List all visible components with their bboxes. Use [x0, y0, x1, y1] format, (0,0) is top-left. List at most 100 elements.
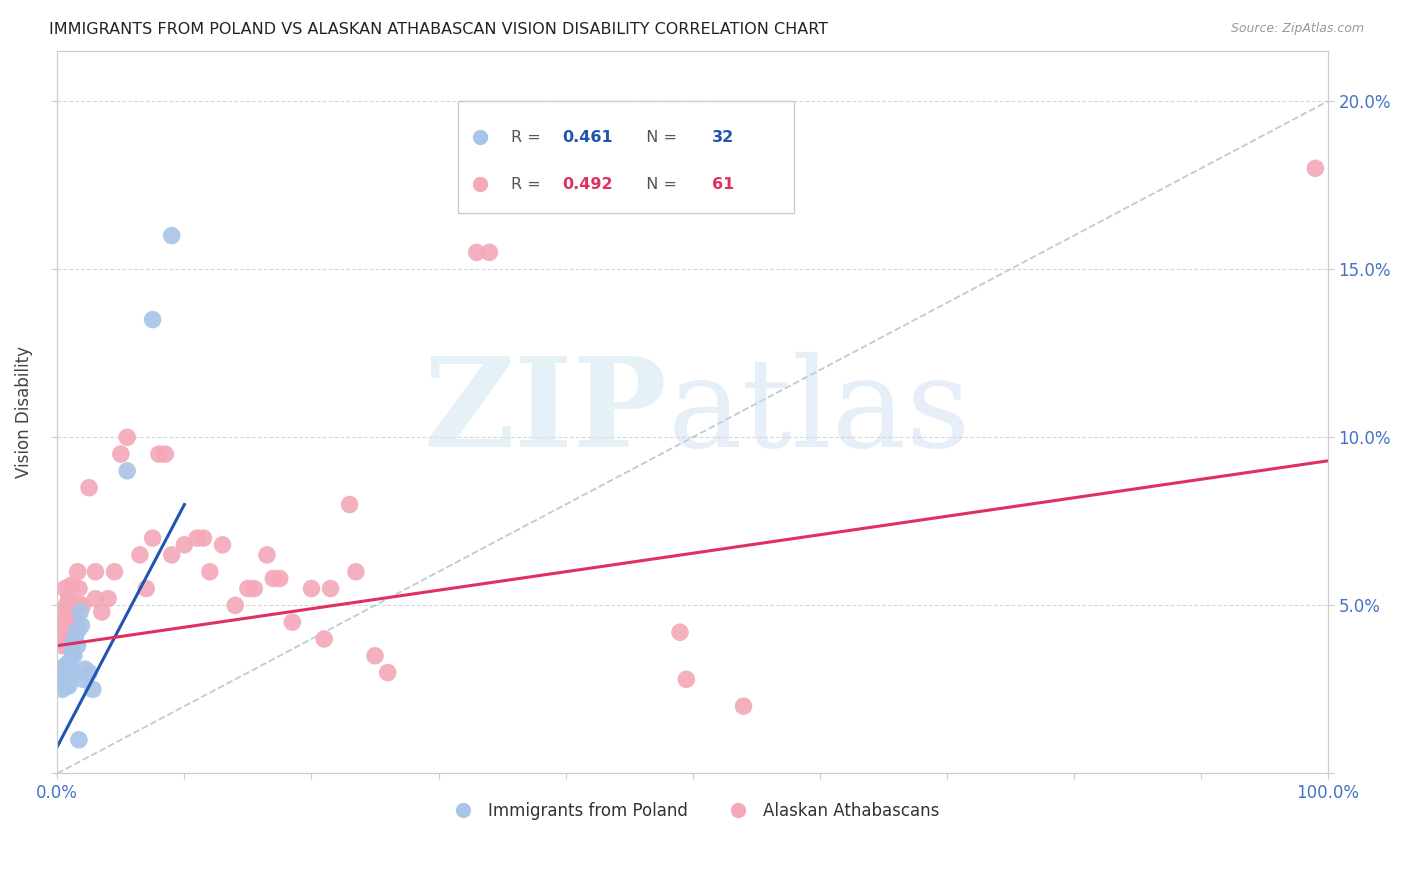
Point: [56, 673, 79, 687]
Point: [281, 615, 304, 629]
Point: [84, 591, 107, 606]
Text: R =: R =: [510, 130, 546, 145]
Point: [103, 565, 125, 579]
Point: [148, 447, 170, 461]
Point: [186, 531, 208, 545]
Point: [59, 605, 82, 619]
Point: [58, 656, 80, 670]
Point: [58, 618, 80, 632]
FancyBboxPatch shape: [457, 102, 794, 213]
Point: [59, 658, 82, 673]
Point: [52, 665, 75, 680]
Point: [52, 625, 75, 640]
Point: [56, 639, 79, 653]
Point: [155, 447, 177, 461]
Point: [465, 245, 488, 260]
Point: [160, 228, 183, 243]
Text: IMMIGRANTS FROM POLAND VS ALASKAN ATHABASCAN VISION DISABILITY CORRELATION CHART: IMMIGRANTS FROM POLAND VS ALASKAN ATHABA…: [49, 22, 828, 37]
Point: [65, 625, 87, 640]
Point: [301, 582, 323, 596]
Point: [55, 599, 77, 613]
Point: [59, 669, 82, 683]
Point: [142, 312, 165, 326]
Point: [173, 538, 195, 552]
Point: [142, 531, 165, 545]
Point: [77, 665, 100, 680]
Point: [63, 615, 86, 629]
Text: atlas: atlas: [668, 351, 970, 473]
Point: [314, 632, 336, 646]
Point: [70, 618, 93, 632]
Point: [65, 625, 87, 640]
Point: [115, 430, 138, 444]
Text: Source: ZipAtlas.com: Source: ZipAtlas.com: [1230, 22, 1364, 36]
Point: [67, 582, 90, 596]
Point: [198, 565, 221, 579]
Point: [262, 571, 284, 585]
Point: [364, 648, 387, 663]
Point: [193, 531, 215, 545]
Point: [72, 673, 94, 687]
Point: [669, 625, 692, 640]
Point: [63, 605, 86, 619]
Point: [160, 548, 183, 562]
Point: [56, 612, 79, 626]
Point: [63, 648, 86, 663]
Point: [344, 565, 367, 579]
Point: [67, 622, 90, 636]
Point: [1305, 161, 1327, 176]
Point: [53, 615, 76, 629]
Point: [129, 548, 152, 562]
Point: [51, 682, 73, 697]
Point: [339, 498, 361, 512]
Point: [69, 599, 91, 613]
Point: [60, 639, 83, 653]
Point: [224, 599, 246, 613]
Text: N =: N =: [636, 130, 682, 145]
Point: [256, 548, 278, 562]
Point: [62, 645, 84, 659]
Legend: Immigrants from Poland, Alaskan Athabascans: Immigrants from Poland, Alaskan Athabasc…: [440, 795, 946, 827]
Point: [53, 582, 76, 596]
Text: 32: 32: [711, 130, 734, 145]
Y-axis label: Vision Disability: Vision Disability: [15, 346, 32, 478]
Point: [49, 618, 72, 632]
Point: [243, 582, 266, 596]
Point: [52, 675, 75, 690]
Point: [67, 732, 90, 747]
Point: [236, 582, 259, 596]
Point: [675, 673, 697, 687]
Point: [51, 673, 73, 687]
Point: [72, 599, 94, 613]
Text: ZIP: ZIP: [423, 351, 668, 473]
Point: [63, 632, 86, 646]
Point: [75, 662, 97, 676]
Point: [66, 565, 89, 579]
Point: [84, 565, 107, 579]
Point: [53, 669, 76, 683]
Point: [53, 658, 76, 673]
Point: [90, 605, 112, 619]
Point: [66, 639, 89, 653]
Point: [319, 582, 342, 596]
Point: [52, 605, 75, 619]
Point: [478, 245, 501, 260]
Point: [377, 665, 399, 680]
Text: 0.461: 0.461: [562, 130, 613, 145]
Point: [733, 699, 755, 714]
Point: [55, 632, 77, 646]
Point: [269, 571, 291, 585]
Point: [51, 639, 73, 653]
Point: [97, 591, 120, 606]
Point: [110, 447, 132, 461]
Text: R =: R =: [510, 177, 546, 192]
Point: [58, 679, 80, 693]
Point: [77, 481, 100, 495]
Point: [59, 632, 82, 646]
Point: [56, 665, 79, 680]
Point: [211, 538, 233, 552]
Point: [58, 591, 80, 606]
Point: [60, 662, 83, 676]
Point: [135, 582, 157, 596]
Point: [55, 662, 77, 676]
